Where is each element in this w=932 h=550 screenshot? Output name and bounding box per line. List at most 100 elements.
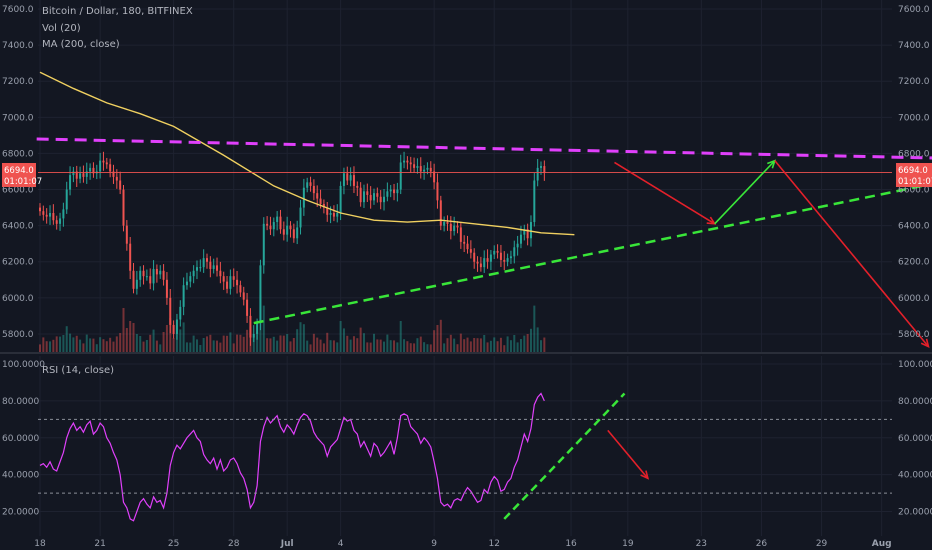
price-badge-value-right: 6694.0 xyxy=(898,166,928,176)
candle-body xyxy=(259,265,262,324)
candle-body xyxy=(195,267,198,271)
volume-bar xyxy=(139,336,142,352)
volume-bar xyxy=(383,341,386,352)
price-axis-left[interactable]: 7600.0 7400.0 7200.0 7000.0 6800.0 6600.0 6400… xyxy=(2,5,45,518)
volume-bar xyxy=(92,338,95,352)
candle-body xyxy=(396,189,399,194)
candle-body xyxy=(306,182,309,188)
volume-bar xyxy=(226,335,229,352)
volume-bar xyxy=(252,337,255,352)
candle-body xyxy=(436,182,439,201)
volume-bar xyxy=(279,335,282,352)
candle-body xyxy=(369,194,372,201)
volume-bar xyxy=(446,338,449,352)
volume-bar xyxy=(229,332,232,352)
volume-bar xyxy=(513,335,516,352)
volume-bar xyxy=(125,328,128,352)
candle-body xyxy=(476,261,479,264)
price-tick-label: 6600.0 xyxy=(2,186,34,196)
volume-bar xyxy=(509,340,512,352)
volume-bar xyxy=(389,340,392,352)
volume-bar xyxy=(332,340,335,352)
vol-label[interactable]: Vol (20) xyxy=(42,23,81,34)
volume-bar xyxy=(486,342,489,352)
ma-label[interactable]: MA (200, close) xyxy=(42,39,120,50)
volume-bar xyxy=(312,333,315,352)
rsi-label[interactable]: RSI (14, close) xyxy=(42,365,114,376)
price-axis-right[interactable]: 7600.0 7400.0 7200.0 7000.0 6800.0 6600.0 6400… xyxy=(898,5,932,518)
volume-bar xyxy=(236,334,239,352)
volume-bar xyxy=(242,336,245,352)
price-tick-label: 7600.0 xyxy=(898,5,930,15)
rsi-tick-label: 80.0000 xyxy=(2,397,39,407)
volume-bar xyxy=(185,342,188,352)
candle-body xyxy=(329,213,332,215)
candle-body xyxy=(75,171,78,179)
candle-body xyxy=(269,225,272,230)
candle-body xyxy=(172,324,175,334)
volume-bar xyxy=(129,321,132,352)
candle-body xyxy=(189,276,192,282)
candle-body xyxy=(229,276,232,289)
candle-body xyxy=(439,200,442,226)
candle-body xyxy=(42,211,45,215)
candle-body xyxy=(523,229,526,235)
volume-bar xyxy=(476,338,479,352)
red-arrow xyxy=(774,160,930,348)
volume-bar xyxy=(396,342,399,352)
candle-body xyxy=(423,169,426,172)
volume-bar xyxy=(309,344,312,352)
rsi-annotations xyxy=(38,392,892,520)
candle-body xyxy=(169,297,172,325)
volume-bar xyxy=(145,340,148,352)
candle-body xyxy=(489,254,492,262)
volume-bar xyxy=(499,337,502,352)
candle-body xyxy=(162,270,165,280)
time-tick-label: 19 xyxy=(622,539,634,549)
candle-body xyxy=(55,220,58,224)
volume-bar xyxy=(95,344,98,352)
time-axis[interactable]: 18212528Jul49121619232629Aug6 xyxy=(34,539,932,549)
volume-bar xyxy=(262,305,265,352)
candle-body xyxy=(102,160,105,163)
trendlines xyxy=(36,137,932,349)
candle-body xyxy=(503,259,506,262)
volume-bar xyxy=(192,335,195,352)
green-arrow-head xyxy=(767,159,777,169)
volume-bar xyxy=(526,334,529,352)
candle-body xyxy=(322,203,325,208)
candle-body xyxy=(346,173,349,181)
candle-body xyxy=(45,214,48,217)
candle-body xyxy=(112,171,115,177)
rsi-tick-label: 100.0000 xyxy=(898,360,932,370)
candle-body xyxy=(39,207,41,212)
candle-body xyxy=(449,223,452,232)
price-tick-label: 7000.0 xyxy=(2,113,34,123)
candle-body xyxy=(296,227,299,239)
candle-body xyxy=(349,175,352,181)
volume-bar xyxy=(456,344,459,352)
price-tick-label: 6000.0 xyxy=(898,294,930,304)
volume-bar xyxy=(206,336,208,352)
volume-bar xyxy=(39,344,41,352)
volume-bar xyxy=(356,338,359,352)
volume-bar xyxy=(326,332,329,352)
volume-bar xyxy=(169,318,172,352)
volume-bar xyxy=(239,334,242,352)
volume-bar xyxy=(469,341,472,352)
candle-body xyxy=(529,222,532,239)
candle-body xyxy=(276,216,279,223)
candle-body xyxy=(332,213,335,217)
volume-bar xyxy=(493,337,496,352)
candle-body xyxy=(356,185,359,188)
rsi-support-trendline xyxy=(503,392,626,520)
volume-bar xyxy=(165,325,168,352)
volume-bar xyxy=(459,333,462,352)
candle-body xyxy=(92,167,95,174)
price-tick-label: 6800.0 xyxy=(2,149,34,159)
volume-bar xyxy=(162,332,165,352)
volume-bar xyxy=(256,332,259,352)
price-badge-countdown: 01:01:07 xyxy=(4,177,42,187)
volume-bar xyxy=(149,334,152,352)
volume-bar xyxy=(399,321,402,352)
